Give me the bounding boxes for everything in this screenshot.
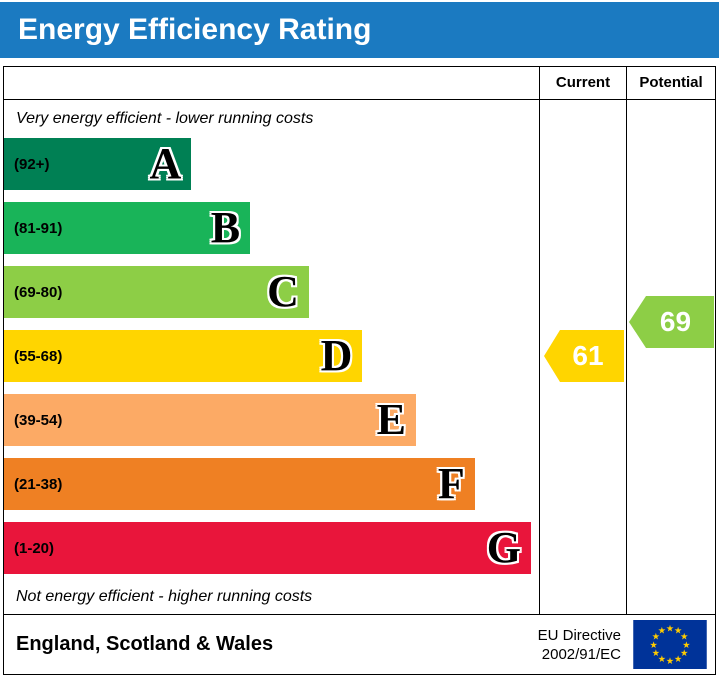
current-column-header: Current [539,67,626,99]
band-bar: (1-20) G [4,522,531,574]
header-spacer [4,67,539,99]
eu-directive-line2: 2002/91/EC [541,645,621,663]
band-letter: B [210,203,241,252]
region-label: England, Scotland & Wales [16,633,274,655]
bands: (92+) A (81-91) B (69-80) C (55-68) D (3… [4,138,539,574]
current-rating-value: 61 [572,340,604,371]
band-range-label: (1-20) [14,539,55,557]
band-letter: D [320,331,353,380]
band-letter: F [437,459,465,508]
chart-body: Very energy efficient - lower running co… [4,100,715,614]
eu-directive-label: EU Directive 2002/91/EC [538,626,621,664]
potential-column: 69 [626,100,715,614]
title-bar: Energy Efficiency Rating [0,2,719,58]
eu-flag-icon: ★ ★ ★ ★ ★ ★ ★ ★ ★ ★ ★ ★ [633,620,707,669]
svg-text:★: ★ [680,648,688,659]
chart-header-row: Current Potential [4,67,715,100]
svg-text:★: ★ [652,648,660,659]
svg-text:★: ★ [682,640,690,651]
band-range-label: (69-80) [14,283,63,301]
band-letter: A [149,139,182,188]
band-letter: G [486,523,521,572]
svg-text:★: ★ [666,656,674,667]
svg-text:★: ★ [658,626,666,637]
potential-rating-arrow: 69 [629,296,714,348]
svg-text:★: ★ [680,632,688,643]
band-bar: (92+) A [4,138,192,190]
potential-column-header: Potential [626,67,715,99]
current-rating-arrow: 61 [544,330,624,382]
band-bar: (69-80) C [4,266,309,318]
svg-text:★: ★ [650,640,658,651]
potential-rating-value: 69 [659,306,692,337]
band-range-label: (55-68) [14,347,63,365]
top-caption: Very energy efficient - lower running co… [16,110,314,127]
band-bar: (81-91) B [4,202,251,254]
band-letter: C [267,267,299,316]
bottom-caption: Not energy efficient - higher running co… [16,588,313,605]
band-bar: (39-54) E [4,394,416,446]
current-column: 61 [539,100,626,614]
svg-text:★: ★ [666,623,674,634]
svg-text:★: ★ [674,654,682,665]
band-range-label: (21-38) [14,475,63,493]
eu-directive-line1: EU Directive [537,626,621,644]
band-range-label: (81-91) [14,219,63,237]
band-bar: (55-68) D [4,330,363,382]
svg-text:★: ★ [652,632,660,643]
svg-text:★: ★ [674,626,682,637]
band-range-label: (39-54) [14,411,63,429]
band-bar: (21-38) F [4,458,475,510]
bands-area: Very energy efficient - lower running co… [4,100,539,614]
band-range-label: (92+) [14,155,50,173]
epc-chart: Current Potential Very energy efficient … [3,66,716,675]
band-letter: E [376,395,406,444]
svg-text:★: ★ [658,654,666,665]
page-title: Energy Efficiency Rating [18,13,372,46]
chart-footer: England, Scotland & Wales EU Directive 2… [4,614,715,674]
